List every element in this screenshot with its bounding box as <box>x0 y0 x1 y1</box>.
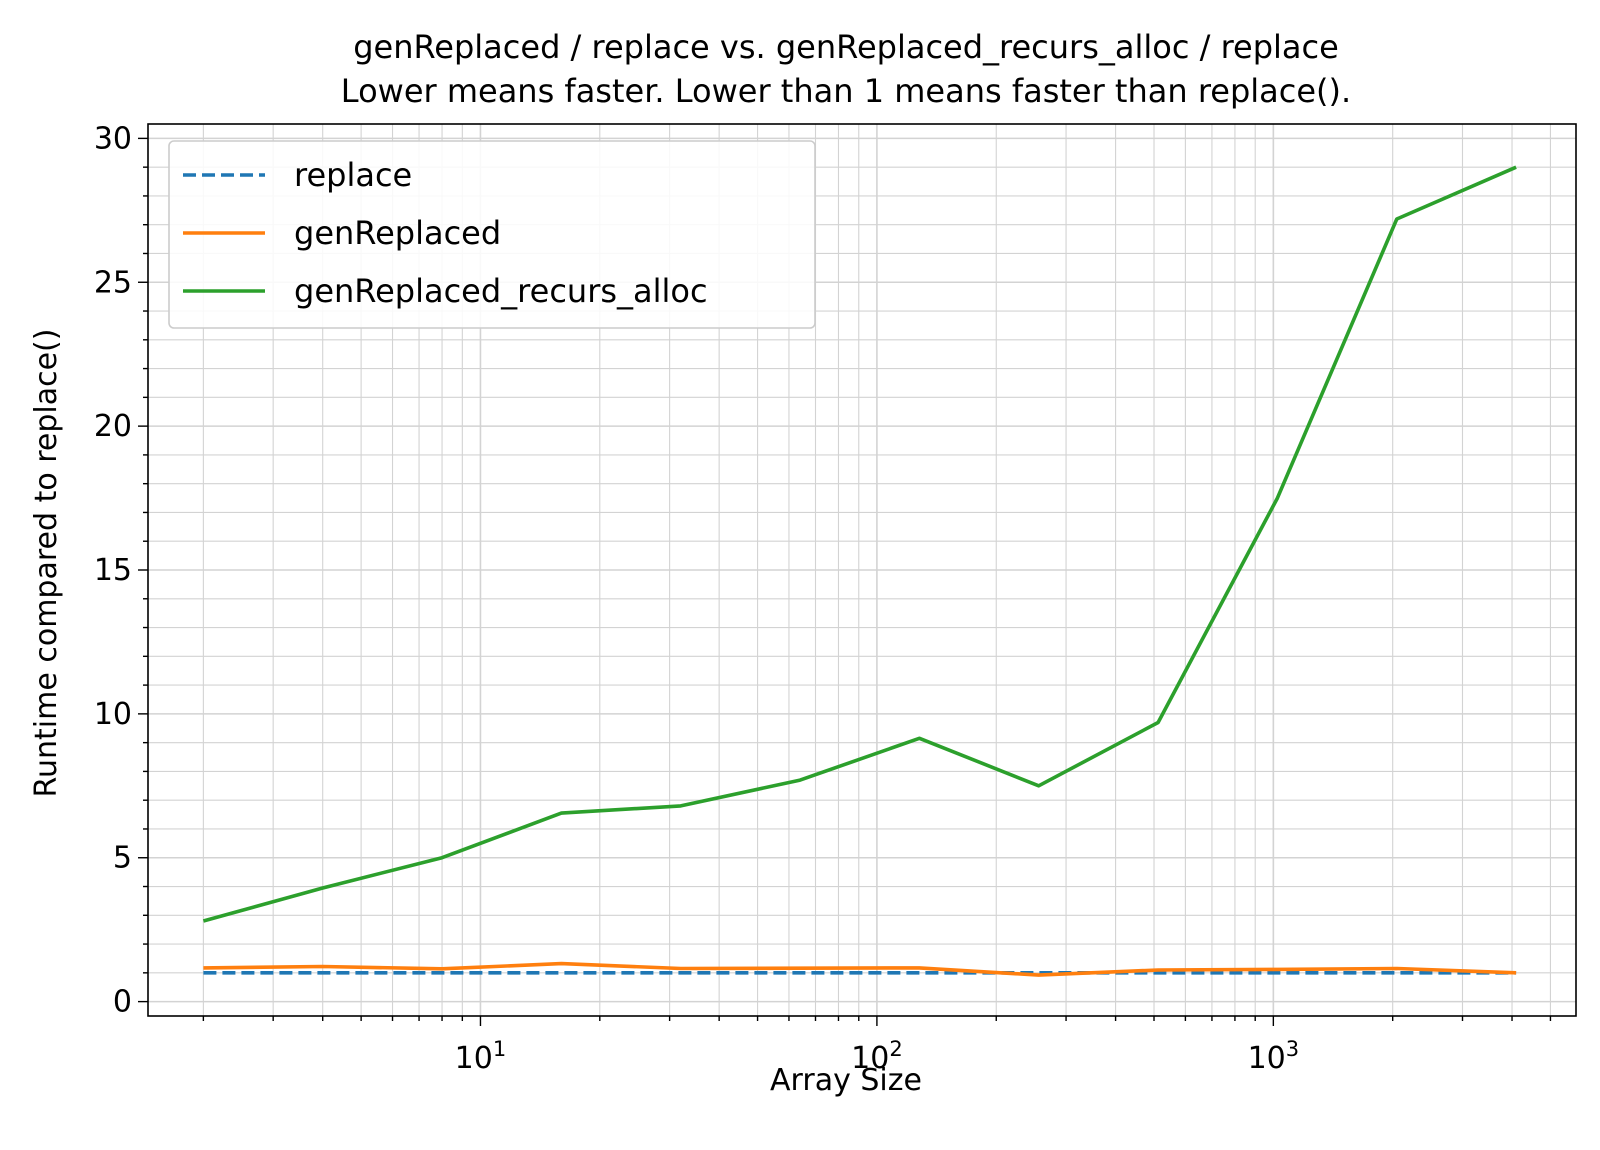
legend-label: replace <box>294 156 412 194</box>
legend-box <box>168 140 816 329</box>
y-tick-label: 15 <box>94 553 132 588</box>
series-lines <box>202 165 1517 977</box>
y-tick-label: 0 <box>113 985 132 1020</box>
x-tick-label: 103 <box>1248 1037 1300 1076</box>
y-tick-label: 5 <box>113 841 132 876</box>
y-tick-label: 20 <box>94 409 132 444</box>
grid <box>148 124 1576 1016</box>
series-line-genReplaced <box>203 961 1517 977</box>
chart-title: genReplaced / replace vs. genReplaced_re… <box>353 28 1339 66</box>
y-tick-label: 25 <box>94 265 132 300</box>
chart-subtitle: Lower means faster. Lower than 1 means f… <box>341 72 1351 110</box>
x-axis-label: Array Size <box>770 1063 922 1098</box>
axis-ticks: 0 5 10 15 20 25 30 101 102 103 <box>94 121 1552 1076</box>
legend: replace genReplaced genReplaced_recurs_all… <box>168 140 816 329</box>
y-axis-label: Runtime compared to replace() <box>29 329 64 798</box>
x-tick-label: 102 <box>851 1037 903 1076</box>
y-tick-label: 30 <box>94 121 132 156</box>
legend-label: genReplaced <box>294 214 501 252</box>
x-tick-label: 101 <box>455 1037 507 1076</box>
series-line-genReplaced_recurs_alloc <box>202 165 1517 923</box>
legend-label: genReplaced_recurs_alloc <box>294 272 708 310</box>
y-tick-label: 10 <box>94 697 132 732</box>
